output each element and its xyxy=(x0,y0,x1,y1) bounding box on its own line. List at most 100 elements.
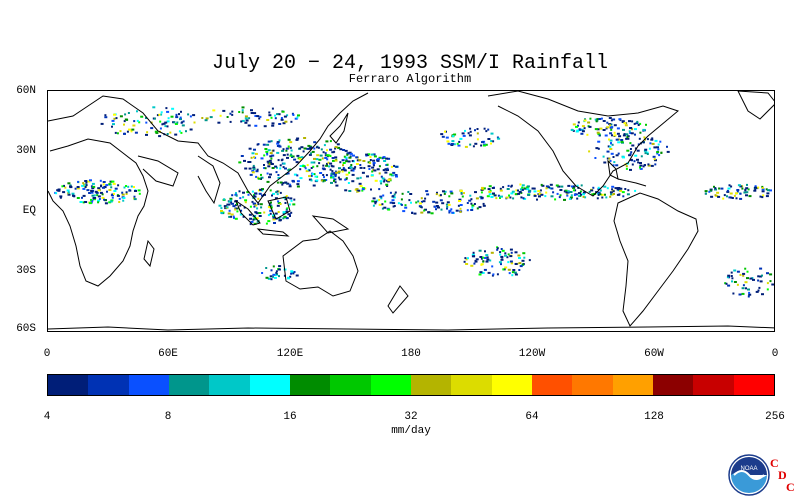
rain-pixel xyxy=(580,132,584,135)
rain-pixel xyxy=(518,257,521,259)
rain-pixel xyxy=(617,141,621,144)
rain-pixel xyxy=(572,189,575,192)
rain-pixel xyxy=(146,131,149,134)
rain-pixel xyxy=(218,204,222,207)
rain-pixel xyxy=(471,253,475,256)
rain-pixel xyxy=(475,258,479,261)
rain-pixel xyxy=(459,207,462,210)
coastlines xyxy=(48,91,774,331)
rain-pixel xyxy=(422,200,426,203)
rain-pixel xyxy=(285,147,289,150)
rain-pixel xyxy=(175,116,179,119)
rain-pixel xyxy=(370,174,374,177)
rain-pixel xyxy=(401,192,404,195)
rain-pixel xyxy=(315,146,318,149)
rain-pixel xyxy=(459,204,463,206)
rain-pixel xyxy=(637,124,640,126)
rain-pixel xyxy=(79,201,83,203)
rain-pixel xyxy=(358,159,362,162)
rain-pixel xyxy=(484,250,486,253)
rain-pixel xyxy=(274,212,278,215)
rain-pixel xyxy=(99,191,103,194)
lat-label-30n: 30N xyxy=(16,145,36,157)
rain-pixel xyxy=(271,154,275,157)
rain-pixel xyxy=(629,142,632,145)
rain-pixel xyxy=(267,165,271,168)
rain-pixel xyxy=(334,159,338,162)
rain-pixel xyxy=(178,113,180,116)
rain-pixel xyxy=(338,178,342,181)
rain-pixel xyxy=(462,134,466,137)
rain-pixel xyxy=(644,164,646,167)
rain-pixel xyxy=(491,274,494,277)
rain-pixel xyxy=(342,162,346,164)
rain-pixel xyxy=(637,161,640,164)
rain-pixel xyxy=(313,157,316,160)
rain-pixel xyxy=(623,133,626,136)
rain-pixel xyxy=(653,158,656,161)
rain-pixel xyxy=(521,184,525,187)
rain-pixel xyxy=(608,123,612,126)
rain-pixel xyxy=(291,112,294,115)
rain-pixel xyxy=(127,185,130,188)
rain-pixel xyxy=(280,159,283,162)
rain-pixel xyxy=(284,181,288,184)
rain-pixel xyxy=(603,185,607,188)
rain-pixel xyxy=(311,173,314,175)
rain-pixel xyxy=(248,161,252,163)
rain-pixel xyxy=(269,212,272,215)
rain-pixel xyxy=(315,158,319,161)
rain-pixel xyxy=(166,110,170,113)
rain-pixel xyxy=(533,190,537,193)
rain-pixel xyxy=(602,120,606,122)
rain-pixel xyxy=(526,185,530,188)
rain-pixel xyxy=(267,220,271,223)
rain-pixel xyxy=(82,182,85,185)
rain-pixel xyxy=(327,161,330,164)
rain-pixel xyxy=(317,146,320,149)
rain-pixel xyxy=(622,156,625,159)
rain-pixel xyxy=(308,169,311,172)
rain-pixel xyxy=(444,130,446,133)
rain-pixel xyxy=(594,128,598,131)
rain-pixel xyxy=(485,254,489,257)
colorbar-swatch xyxy=(531,375,573,395)
rain-pixel xyxy=(643,136,646,139)
rain-pixel xyxy=(612,190,615,193)
rain-pixel xyxy=(488,193,492,196)
rain-pixel xyxy=(245,119,249,122)
rain-pixel xyxy=(327,154,331,157)
rain-pixel xyxy=(762,194,765,197)
rain-pixel xyxy=(85,184,88,187)
rain-pixel xyxy=(400,203,403,206)
rain-pixel xyxy=(270,163,274,165)
rain-pixel xyxy=(254,115,258,117)
rain-pixel xyxy=(523,256,526,259)
rain-pixel xyxy=(435,193,438,196)
rain-pixel xyxy=(350,164,353,166)
rain-pixel xyxy=(289,154,293,157)
rain-pixel xyxy=(325,164,329,167)
rain-pixel xyxy=(133,195,136,198)
rain-pixel xyxy=(628,120,631,123)
rain-pixel xyxy=(264,148,268,150)
rain-pixel xyxy=(138,192,141,195)
rain-pixel xyxy=(389,201,393,204)
rain-pixel xyxy=(746,277,749,280)
rain-pixel xyxy=(160,113,163,116)
rain-pixel xyxy=(386,163,389,166)
rain-pixel xyxy=(290,120,293,123)
rain-pixel xyxy=(474,142,478,145)
rain-pixel xyxy=(226,206,229,209)
rain-pixel xyxy=(730,196,733,199)
rain-pixel xyxy=(523,197,527,200)
colorbar-swatch xyxy=(612,375,653,395)
rain-pixel xyxy=(769,273,773,276)
rain-pixel xyxy=(464,145,468,148)
rain-pixel xyxy=(714,187,717,190)
rain-pixel xyxy=(223,198,226,201)
rain-pixel xyxy=(318,158,322,161)
rain-pixel xyxy=(380,182,383,185)
rain-pixel xyxy=(310,161,314,164)
rain-pixel xyxy=(61,185,64,188)
